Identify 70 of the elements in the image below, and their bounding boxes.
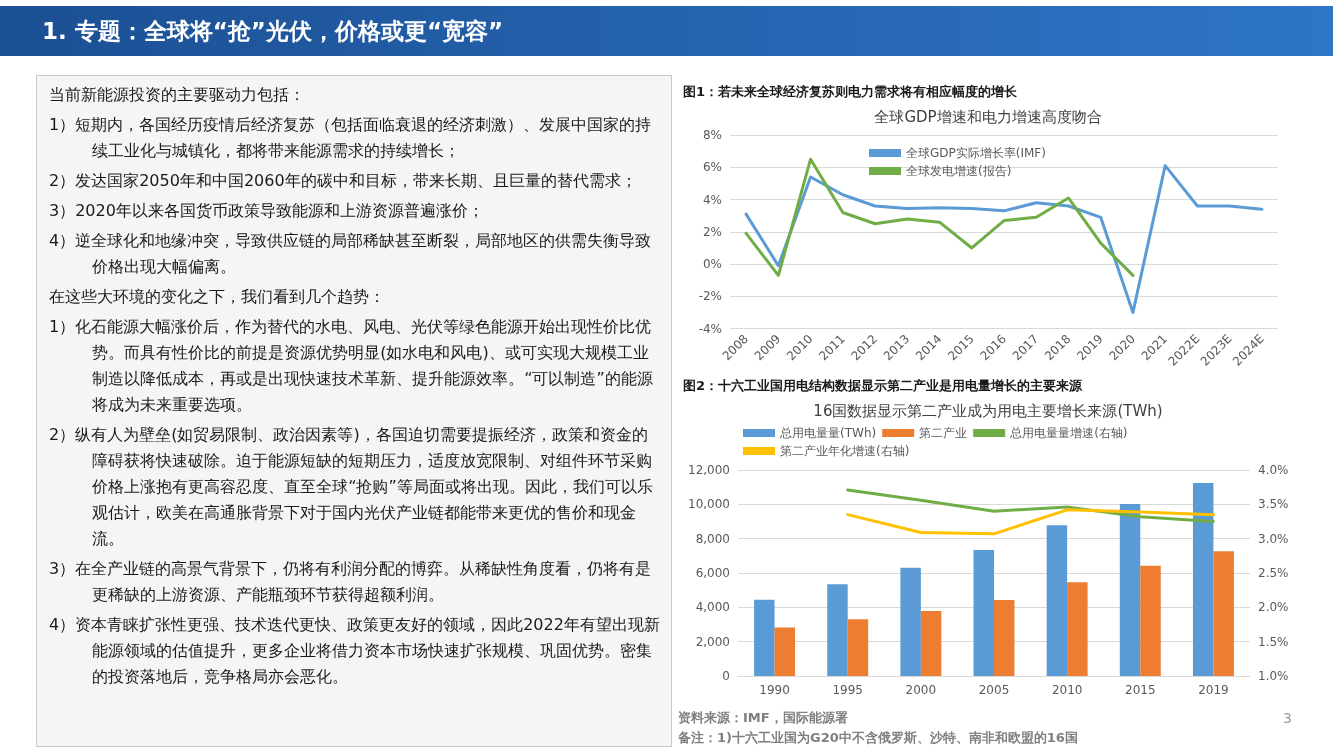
y-tick-label: 2,000 xyxy=(695,634,730,649)
text: 当前新能源投资的主要驱动力包括： xyxy=(49,84,306,106)
y2-tick-label: 1.5% xyxy=(1258,634,1289,649)
bar xyxy=(1213,551,1234,676)
bar xyxy=(1067,582,1088,676)
bar xyxy=(1140,565,1161,676)
legend-label: 第二产业 xyxy=(919,426,968,440)
legend-label: 全球GDP实际增长率(IMF) xyxy=(906,146,1046,160)
x-tick-label: 2005 xyxy=(978,683,1010,697)
line-series xyxy=(744,157,1135,277)
x-tick-label: 2015 xyxy=(1125,683,1156,697)
y2-tick-label: 2.5% xyxy=(1258,566,1289,580)
y-tick-label: 4,000 xyxy=(695,600,730,615)
y-tick-label: -2% xyxy=(698,289,722,304)
text: 4）资本青睐扩张性更强、技术迭代更快、政策更友好的领域，因此2022年有望出现新能源领域的估值提升，更多企业将借力资本市场快速扩张规模、巩固优势。密集的投资落地后，竞争格局亦会恶化。 xyxy=(49,614,661,688)
bar xyxy=(1046,525,1068,676)
chart-title: 图2：十六工业国用电结构数据显示第二产业是用电量增长的主要来源 xyxy=(683,378,1084,393)
y2-tick-label: 1.0% xyxy=(1258,669,1289,683)
legend-label: 第二产业年化增速(右轴) xyxy=(780,444,910,458)
text: 在这些大环境的变化之下，我们看到几个趋势： xyxy=(49,286,386,308)
bar xyxy=(900,567,921,676)
text: 备注：1)十六工业国为G20中不含俄罗斯、沙特、南非和欧盟的16国 xyxy=(678,729,1079,747)
text: 资料来源：IMF，国际能源署 xyxy=(678,710,848,725)
bar xyxy=(920,611,942,676)
y2-tick-label: 3.5% xyxy=(1258,497,1289,512)
text: 1）化石能源大幅涨价后，作为替代的水电、风电、光伏等绿色能源开始出现性价比优势。而具有性价比的前提是资源优势明显(如水电和风电)、或可实现大规模工业制造以降低成本，再或是出现快速技术革新、提升能源效率。“可以制造”的能源将成为未来重要选项。 xyxy=(49,316,654,416)
y-tick-label: 6,000 xyxy=(695,566,730,580)
text: 4）逆全球化和地缘冲突，导致供应链的局部稀缺甚至断裂，局部地区的供需失衡导致价格出现大幅偏离。 xyxy=(49,230,653,278)
bar xyxy=(847,619,869,676)
text: 1. 专题：全球将“抢”光伏，价格或更“宽容” xyxy=(42,17,504,46)
text: 2）纵有人为壁垒(如贸易限制、政治因素等)，各国迫切需要提振经济，政策和资金的障碍获将快速破除。迫于能源短缺的短期压力，适度放宽限制、对组件环节采购价格上涨抱有更高容忍度、直至全球“抢购”等局面或将出现。因此，我们可以乐观估计，欧美在高通胀背景下对于国内光伏产业链都能带来更优的售价和现金流。 xyxy=(49,424,654,550)
y2-tick-label: 2.0% xyxy=(1258,600,1289,615)
y-tick-label: -4% xyxy=(698,321,722,336)
text: 1）短期内，各国经历疫情后经济复苏（包括面临衰退的经济刺激）、发展中国家的持续工业化与城镇化，都将带来能源需求的持续增长； xyxy=(49,114,653,162)
chart-subtitle: 全球GDP增速和电力增速高度吻合 xyxy=(874,107,1102,126)
x-tick-label: 1995 xyxy=(832,683,863,697)
line-series xyxy=(846,508,1215,536)
x-tick-label: 2010 xyxy=(1051,683,1083,697)
bar xyxy=(973,550,994,676)
bar xyxy=(1119,503,1141,676)
y-tick-label: 8,000 xyxy=(695,531,730,546)
x-tick-label: 2000 xyxy=(905,683,937,697)
line-series xyxy=(744,164,1264,315)
line-series xyxy=(846,488,1215,523)
legend-label: 总用电量量(TWh) xyxy=(779,426,877,440)
chart-subtitle: 16国数据显示第二产业成为用电主要增长来源(TWh) xyxy=(813,401,1163,420)
legend-label: 全球发电增速(报告) xyxy=(906,164,1012,178)
y2-tick-label: 4.0% xyxy=(1258,463,1289,477)
text: 3 xyxy=(1283,710,1292,726)
bar xyxy=(774,627,796,676)
y-tick-label: 0 xyxy=(722,669,730,683)
bar xyxy=(1192,483,1214,676)
bar xyxy=(754,599,775,676)
bar xyxy=(827,584,848,676)
chart-title: 图1：若未来全球经济复苏则电力需求将有相应幅度的增长 xyxy=(683,84,1019,99)
y-tick-label: 6% xyxy=(702,160,722,175)
y2-tick-label: 3.0% xyxy=(1258,531,1289,546)
y-tick-label: 12,000 xyxy=(688,463,730,477)
y-tick-label: 0% xyxy=(702,257,722,272)
legend-label: 总用电量量增速(右轴) xyxy=(1009,426,1128,440)
bar xyxy=(994,600,1015,676)
x-tick-label: 2019 xyxy=(1198,683,1229,697)
y-tick-label: 8% xyxy=(702,128,722,142)
y-tick-label: 4% xyxy=(702,192,722,207)
text: 3）在全产业链的高景气背景下，仍将有利润分配的博弈。从稀缺性角度看，仍将有是更稀缺的上游资源、产能瓶颈环节获得超额利润。 xyxy=(49,558,653,606)
text: 3）2020年以来各国货币政策导致能源和上游资源普遍涨价； xyxy=(49,200,485,222)
y-tick-label: 2% xyxy=(702,224,722,239)
text: 2）发达国家2050年和中国2060年的碳中和目标，带来长期、且巨量的替代需求； xyxy=(49,170,638,192)
y-tick-label: 10,000 xyxy=(688,497,730,512)
x-tick-label: 1990 xyxy=(759,683,790,697)
